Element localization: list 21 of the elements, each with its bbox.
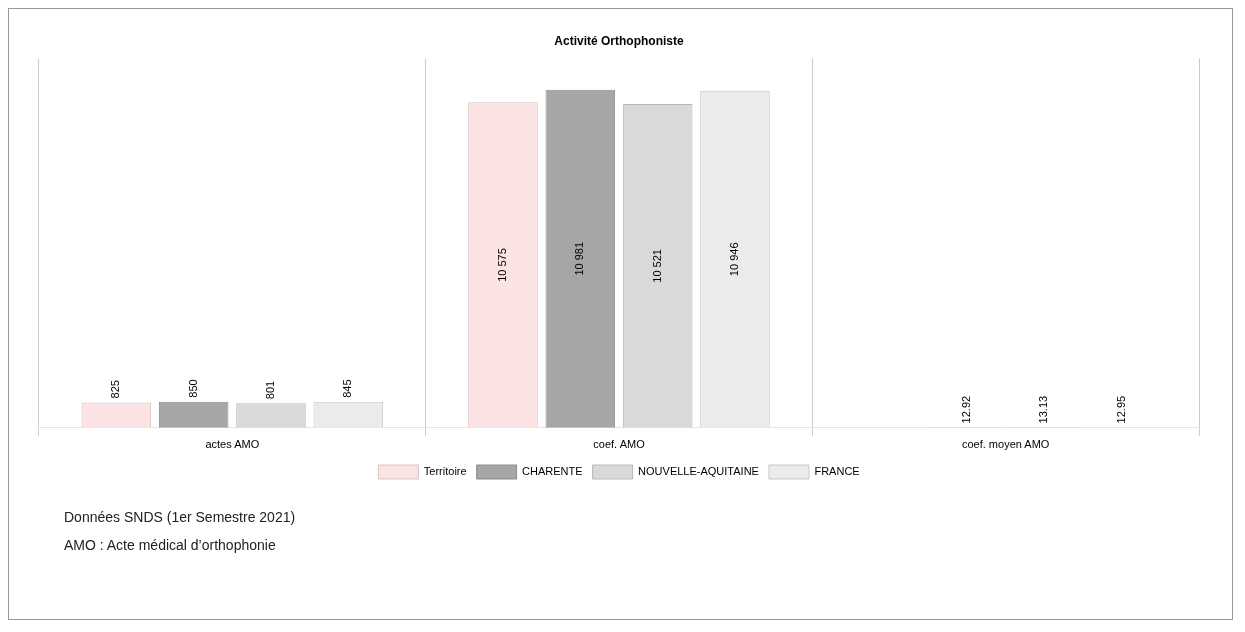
x-tick-label: coef. moyen AMO	[961, 438, 1050, 451]
data-label: 10 575	[496, 248, 509, 282]
legend-label: NOUVELLE-AQUITAINE	[638, 465, 759, 478]
chart-title: Activité Orthophoniste	[554, 33, 684, 48]
data-label: 10 521	[650, 249, 663, 283]
data-label: 801	[264, 380, 277, 400]
x-tick-label: actes AMO	[205, 438, 260, 451]
data-label: 845	[341, 379, 354, 398]
data-label: 12.92	[960, 395, 973, 424]
data-label: 12.95	[1114, 395, 1127, 424]
x-tick-label: coef. AMO	[593, 438, 646, 451]
legend-label: FRANCE	[814, 465, 860, 478]
text: Données SNDS (1er Semestre 2021)	[64, 509, 297, 525]
text: AMO : Acte médical d’orthophonie	[64, 537, 277, 553]
data-label: 850	[186, 379, 199, 398]
data-label: 13.13	[1037, 395, 1050, 424]
legend-label: CHARENTE	[522, 465, 583, 478]
legend-label: Territoire	[423, 465, 467, 478]
data-label: 825	[109, 380, 122, 399]
data-label: 10 981	[573, 241, 586, 276]
data-label: 10 946	[728, 242, 741, 277]
